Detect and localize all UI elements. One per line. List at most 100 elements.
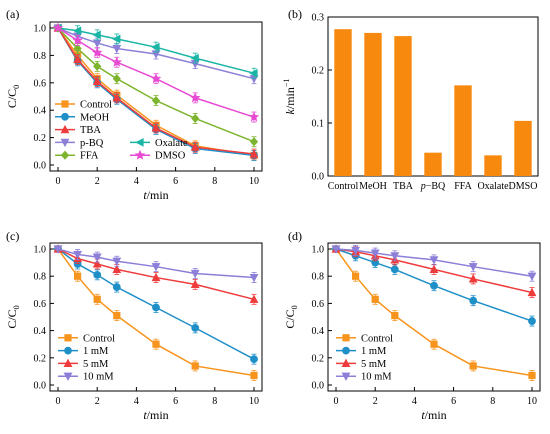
panel-tag: (c) bbox=[6, 229, 19, 243]
legend-label: 1 mM bbox=[83, 346, 109, 357]
data-point bbox=[528, 371, 536, 380]
data-point bbox=[430, 340, 438, 348]
y-tick-label: 0.2 bbox=[312, 66, 325, 77]
legend-label: Control bbox=[80, 100, 112, 111]
y-tick-label: 0.2 bbox=[34, 353, 47, 364]
chart-b: 0.0 0.1 0.2 0.3 k/min−1 Control MeOH TBA p−BQ FFA… bbox=[282, 13, 539, 192]
legend-marker bbox=[60, 124, 70, 134]
plot-frame bbox=[49, 242, 263, 392]
plot-frame bbox=[49, 21, 263, 172]
y-axis-title: C/C0 bbox=[5, 85, 21, 108]
data-point bbox=[112, 264, 122, 274]
data-point bbox=[91, 47, 103, 58]
series-10-mm bbox=[331, 244, 537, 282]
data-point bbox=[52, 22, 64, 33]
series-5-mm bbox=[53, 244, 259, 305]
data-point bbox=[112, 283, 121, 291]
data-point bbox=[152, 340, 160, 348]
panel-tag: (d) bbox=[288, 229, 302, 243]
legend-marker bbox=[63, 372, 73, 381]
data-point bbox=[351, 246, 360, 256]
data-point bbox=[151, 123, 161, 132]
y-axis-title: C/C0 bbox=[5, 305, 21, 328]
x-tick-label: 6 bbox=[173, 176, 178, 187]
data-point bbox=[429, 264, 439, 274]
y-tick-label: 0.4 bbox=[34, 326, 47, 337]
chart-c: 0.0 0.2 0.4 0.6 0.8 1.0 0 2 4 6 8 10 C/C0 t/min Contro… bbox=[5, 242, 263, 422]
x-tick-label: 0 bbox=[56, 176, 61, 187]
x-tick-label: 0 bbox=[334, 396, 339, 407]
legend-label: 5 mM bbox=[361, 359, 387, 370]
chart-d: 0.0 0.2 0.4 0.6 0.8 1.0 0 2 4 6 8 10 C/C0 t/min Contro… bbox=[283, 242, 541, 422]
y-tick-label: 1.0 bbox=[312, 245, 325, 256]
data-point bbox=[151, 272, 161, 282]
data-point bbox=[152, 303, 160, 312]
legend-marker bbox=[61, 112, 69, 121]
x-tick-label: 4 bbox=[134, 396, 139, 407]
legend-marker bbox=[341, 372, 351, 381]
legend-label: 10 mM bbox=[361, 372, 392, 383]
y-tick-label: 1.0 bbox=[34, 245, 47, 256]
bar-oxalate bbox=[484, 155, 502, 176]
legend-label: FFA bbox=[80, 151, 99, 162]
plot-frame bbox=[327, 16, 539, 177]
y-tick-label: 0.8 bbox=[312, 272, 325, 283]
series-10-mm bbox=[53, 245, 259, 283]
legend-entry: 1 mM bbox=[58, 346, 109, 357]
legend-label: Oxalate bbox=[155, 138, 188, 149]
bar-ffa bbox=[454, 85, 472, 176]
x-tick-label: 6 bbox=[173, 396, 178, 407]
data-point bbox=[112, 93, 122, 102]
legend-entry: 10 mM bbox=[58, 372, 114, 383]
x-tick-label: 2 bbox=[95, 396, 100, 407]
series-control bbox=[54, 245, 258, 381]
data-point bbox=[92, 253, 102, 262]
y-tick-label: 0.3 bbox=[312, 13, 325, 24]
y-tick-label: 0.0 bbox=[312, 172, 325, 183]
x-tick-label: 8 bbox=[212, 396, 217, 407]
data-point bbox=[391, 312, 399, 320]
data-point bbox=[249, 273, 259, 283]
y-tick-label: 0.6 bbox=[312, 299, 325, 310]
legend-entry: MeOH bbox=[55, 112, 110, 123]
data-point bbox=[250, 371, 258, 380]
bar-p-bq bbox=[424, 152, 442, 176]
x-tick-label: FFA bbox=[454, 181, 472, 192]
data-point bbox=[150, 73, 162, 84]
x-tick-label: 10 bbox=[249, 396, 259, 407]
data-point bbox=[390, 265, 399, 274]
legend-label: MeOH bbox=[80, 112, 110, 123]
data-point bbox=[93, 295, 101, 303]
legend-marker bbox=[134, 149, 146, 160]
legend-marker bbox=[63, 358, 73, 368]
legend-marker bbox=[135, 138, 144, 147]
x-tick-label: 2 bbox=[95, 176, 100, 187]
data-point bbox=[190, 142, 200, 151]
legend-label: 10 mM bbox=[83, 372, 114, 383]
data-point bbox=[190, 269, 200, 279]
data-point bbox=[429, 256, 439, 265]
data-point bbox=[53, 245, 63, 254]
x-tick-label: 4 bbox=[412, 396, 417, 407]
data-point bbox=[92, 259, 102, 268]
data-point bbox=[92, 76, 102, 86]
data-point bbox=[92, 30, 101, 40]
x-axis-title: t/min bbox=[421, 408, 446, 422]
legend-marker bbox=[64, 334, 72, 342]
y-tick-label: 0.6 bbox=[34, 78, 47, 89]
data-point bbox=[93, 61, 102, 71]
legend-label: Control bbox=[83, 333, 115, 344]
data-point bbox=[190, 279, 200, 288]
legend: Control 1 mM 5 mM 10 mM bbox=[336, 333, 393, 383]
legend-entry: 5 mM bbox=[58, 358, 109, 370]
x-tick-label: TBA bbox=[393, 181, 414, 192]
data-point bbox=[528, 317, 536, 325]
data-point bbox=[189, 92, 201, 103]
legend-entry: 10 mM bbox=[336, 372, 392, 383]
x-tick-label: 10 bbox=[249, 176, 259, 187]
data-point bbox=[190, 53, 199, 63]
legend-entry: p-BQ bbox=[55, 138, 104, 149]
data-point bbox=[370, 249, 380, 258]
x-axis-title: t/min bbox=[143, 188, 168, 202]
data-point bbox=[249, 149, 259, 158]
